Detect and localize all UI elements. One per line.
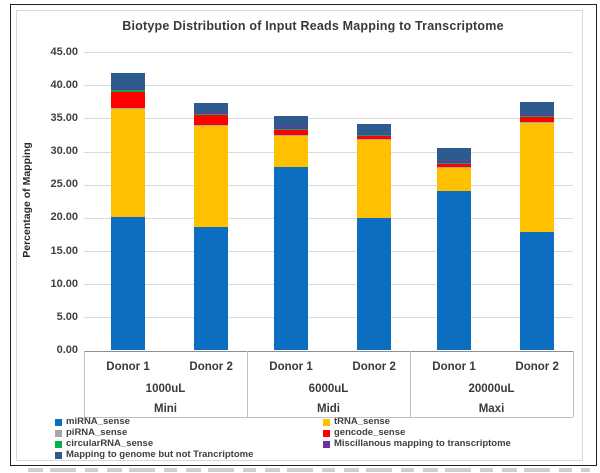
chart-title: Biotype Distribution of Input Reads Mapp…: [122, 19, 504, 33]
bar-segment-miscillanous-mapping-to-transcriptome: [357, 133, 392, 136]
bar-segment-miscillanous-mapping-to-transcriptome: [194, 112, 229, 114]
y-axis-tick-label: 45.00: [50, 45, 78, 58]
legend-swatch-icon: [55, 429, 62, 437]
gridline: [84, 85, 573, 87]
bar-segment-circularrna-sense: [357, 135, 392, 136]
category-kit-label: Mini: [154, 402, 177, 415]
bar-segment-mirna-sense: [520, 232, 555, 351]
bar-segment-trna-sense: [357, 138, 392, 218]
legend-item: circularRNA_sense: [55, 439, 153, 449]
gridline: [84, 284, 573, 286]
bar-segment-miscillanous-mapping-to-transcriptome: [274, 126, 308, 129]
bar-segment-miscillanous-mapping-to-transcriptome: [520, 114, 555, 116]
y-axis-tick-label: 35.00: [50, 111, 78, 124]
bar-segment-gencode-sense: [194, 114, 229, 126]
bar-segment-gencode-sense: [437, 163, 471, 168]
y-axis-tick-label: 0.00: [56, 344, 78, 356]
category-volume-label: 1000uL: [145, 382, 186, 395]
y-axis-tick-label: 30.00: [50, 145, 78, 157]
bar-segment-circularrna-sense: [194, 113, 229, 115]
category-group-separator: [247, 350, 248, 417]
gridline: [84, 350, 573, 352]
bar-segment-mirna-sense: [111, 217, 145, 351]
bar-segment-mirna-sense: [357, 217, 392, 351]
bar-segment-mirna-sense: [274, 166, 308, 351]
category-volume-label: 6000uL: [308, 382, 349, 395]
bar-segment-gencode-sense: [357, 135, 392, 139]
bar-segment-trna-sense: [274, 134, 308, 167]
category-kit-label: Maxi: [478, 402, 505, 415]
legend-swatch-icon: [55, 418, 62, 426]
bar-segment-mapping-to-genome-but-not-trancriptome: [437, 147, 471, 162]
legend-swatch-icon: [55, 451, 62, 459]
bar-segment-mapping-to-genome-but-not-trancriptome: [274, 116, 308, 127]
legend-item: miRNA_sense: [55, 417, 130, 427]
y-axis-tick-label: 10.00: [50, 277, 78, 290]
legend-swatch-icon: [323, 429, 330, 437]
bar-segment-gencode-sense: [274, 129, 308, 135]
bar-segment-circularrna-sense: [274, 128, 308, 130]
category-group-separator: [84, 350, 85, 417]
bar-segment-trna-sense: [111, 108, 145, 218]
legend-swatch-icon: [55, 440, 62, 448]
bar-segment-mapping-to-genome-but-not-trancriptome: [357, 123, 392, 134]
y-axis-tick-label: 5.00: [56, 310, 78, 323]
bar-segment-circularrna-sense: [111, 90, 145, 93]
legend-item-label: gencode_sense: [334, 427, 406, 438]
bar-segment-mapping-to-genome-but-not-trancriptome: [194, 102, 229, 113]
category-donor-label: Donor 1: [432, 361, 476, 373]
gridline: [84, 52, 573, 53]
legend-item-label: circularRNA_sense: [66, 438, 154, 449]
y-axis-tick-label: 25.00: [50, 178, 78, 191]
cropped-caption-text: [28, 468, 590, 472]
legend-swatch-icon: [323, 440, 330, 448]
legend-item-label: miRNA_sense: [66, 416, 130, 427]
y-axis-tick-label: 20.00: [50, 211, 78, 224]
category-donor-label: Donor 2: [352, 361, 396, 373]
gridline: [84, 217, 573, 219]
y-axis-tick-label: 40.00: [50, 78, 78, 91]
bar-segment-trna-sense: [194, 125, 229, 228]
bar-segment-gencode-sense: [111, 92, 145, 109]
legend-item-label: tRNA_sense: [334, 416, 390, 427]
bar-segment-circularrna-sense: [437, 163, 471, 164]
legend-swatch-icon: [323, 418, 330, 426]
bar-segment-trna-sense: [520, 122, 555, 233]
bar-segment-mapping-to-genome-but-not-trancriptome: [111, 72, 145, 89]
gridline: [84, 118, 573, 120]
legend-item: Miscillanous mapping to transcriptome: [323, 439, 511, 449]
gridline: [84, 317, 573, 319]
category-kit-label: Midi: [317, 402, 340, 415]
category-table-bottom-border: [84, 416, 573, 418]
bar-segment-mapping-to-genome-but-not-trancriptome: [520, 102, 555, 115]
bar-segment-miscillanous-mapping-to-transcriptome: [111, 88, 145, 91]
bar-segment-trna-sense: [437, 167, 471, 192]
legend-item-label: piRNA_sense: [66, 427, 128, 438]
category-donor-label: Donor 1: [106, 361, 150, 373]
category-donor-label: Donor 1: [269, 361, 313, 373]
legend-item: Mapping to genome but not Trancriptome: [55, 450, 253, 460]
category-group-separator: [573, 350, 574, 417]
bar-segment-mirna-sense: [437, 191, 471, 351]
gridline: [84, 251, 573, 252]
gridline: [84, 151, 573, 153]
bar-segment-mirna-sense: [194, 227, 229, 351]
gridline: [84, 184, 573, 186]
legend-item-label: Miscillanous mapping to transcriptome: [334, 438, 511, 449]
bar-segment-gencode-sense: [520, 116, 555, 122]
legend-item-label: Mapping to genome but not Trancriptome: [66, 449, 254, 460]
chart-area-border: [16, 10, 583, 461]
legend-item: gencode_sense: [323, 428, 405, 438]
category-donor-label: Donor 2: [515, 361, 559, 373]
category-donor-label: Donor 2: [189, 361, 233, 373]
category-volume-label: 20000uL: [468, 382, 515, 395]
bar-segment-miscillanous-mapping-to-transcriptome: [437, 161, 471, 164]
legend-item: piRNA_sense: [55, 428, 127, 438]
category-group-separator: [410, 350, 411, 417]
y-axis-tick-label: 15.00: [50, 244, 78, 257]
legend-item: tRNA_sense: [323, 417, 390, 427]
bar-segment-circularrna-sense: [520, 116, 555, 117]
